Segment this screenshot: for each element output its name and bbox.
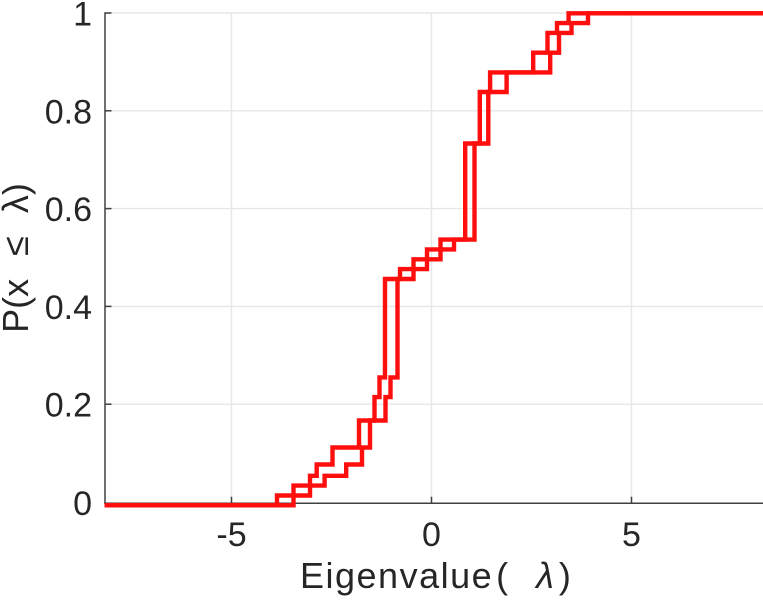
svg-text:-5: -5 xyxy=(216,516,246,554)
svg-text:0.6: 0.6 xyxy=(45,191,92,229)
svg-text:0: 0 xyxy=(422,516,441,554)
svg-text:0.4: 0.4 xyxy=(45,289,92,327)
svg-text:1: 1 xyxy=(73,0,92,34)
svg-text:0.8: 0.8 xyxy=(45,93,92,131)
svg-text:0.2: 0.2 xyxy=(45,387,92,425)
svg-text:5: 5 xyxy=(622,516,641,554)
svg-text:P(x ≤ λ): P(x ≤ λ) xyxy=(0,183,36,333)
svg-text:0: 0 xyxy=(73,485,92,523)
svg-text:Eigenvalue (λ): Eigenvalue (λ) xyxy=(300,555,571,596)
